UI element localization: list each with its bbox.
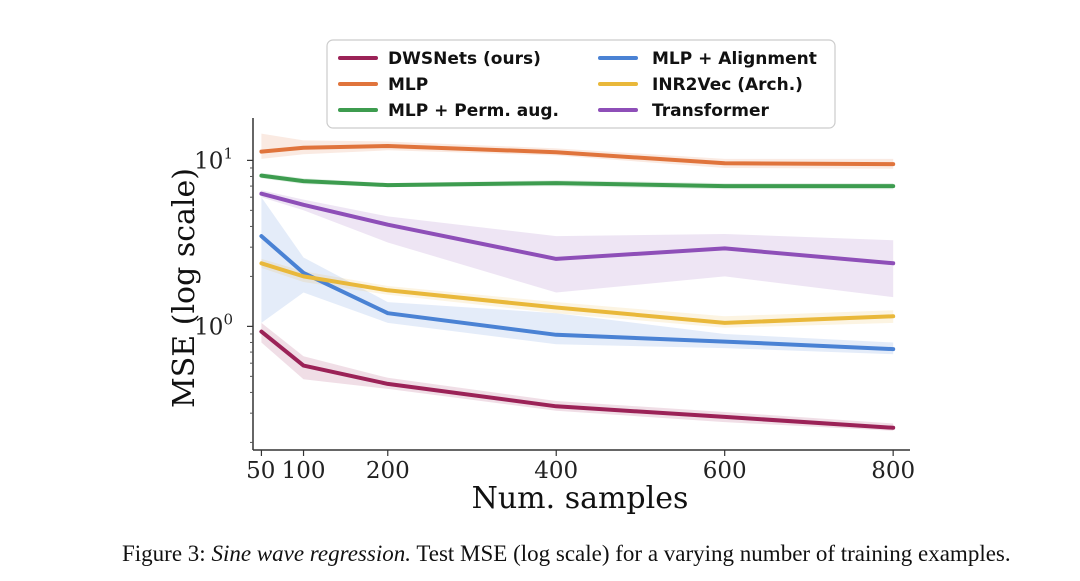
figure-chart: 50 100 200 400 600 800 100 101 Num. samples MSE… xyxy=(167,39,915,516)
series-lines xyxy=(259,144,896,430)
y-axis-title: MSE (log scale) xyxy=(167,168,202,408)
band-mlp-alignment xyxy=(261,197,894,355)
line-mlp-alignment xyxy=(259,234,896,352)
band-mlp xyxy=(261,133,894,169)
legend-box xyxy=(326,39,836,129)
tick-labels: 50 100 200 400 600 800 100 101 xyxy=(194,144,915,484)
line-transformer xyxy=(259,191,896,266)
caption-label: Figure 3: xyxy=(122,541,206,566)
caption-text: Test MSE (log scale) for a varying numbe… xyxy=(416,541,1011,566)
axes xyxy=(247,118,910,456)
caption-title: Sine wave regression. xyxy=(211,541,411,566)
x-tick-label: 400 xyxy=(534,458,578,484)
line-mlp xyxy=(259,144,896,167)
legend-label-transformer: Transformer xyxy=(652,101,770,121)
legend-label-inr2vec-arch: INR2Vec (Arch.) xyxy=(652,75,803,95)
legend-label-dwsnets-ours: DWSNets (ours) xyxy=(388,49,541,69)
confidence-bands xyxy=(261,133,894,431)
band-transformer xyxy=(261,190,894,298)
legend-label-mlp-perm-aug: MLP + Perm. aug. xyxy=(388,101,559,121)
legend-label-mlp-alignment: MLP + Alignment xyxy=(652,49,817,69)
x-tick-label: 800 xyxy=(871,458,915,484)
line-mlp-perm-aug xyxy=(259,173,896,189)
band-inr2vec-arch xyxy=(261,258,894,328)
x-tick-label: 600 xyxy=(703,458,747,484)
y-tick-label: 101 xyxy=(194,144,233,174)
x-tick-label: 50 xyxy=(246,458,275,484)
line-dwsnets-ours xyxy=(259,329,896,430)
legend: DWSNets (ours) MLP MLP + Perm. aug. MLP + A… xyxy=(326,39,836,129)
x-tick-label: 100 xyxy=(282,458,326,484)
legend-label-mlp: MLP xyxy=(388,75,428,95)
figure-caption: Figure 3: Sine wave regression. Test MSE… xyxy=(122,541,1072,567)
line-inr2vec-arch xyxy=(259,261,896,325)
x-axis-title: Num. samples xyxy=(472,481,689,516)
y-tick-label: 100 xyxy=(194,310,233,340)
x-tick-label: 200 xyxy=(366,458,410,484)
